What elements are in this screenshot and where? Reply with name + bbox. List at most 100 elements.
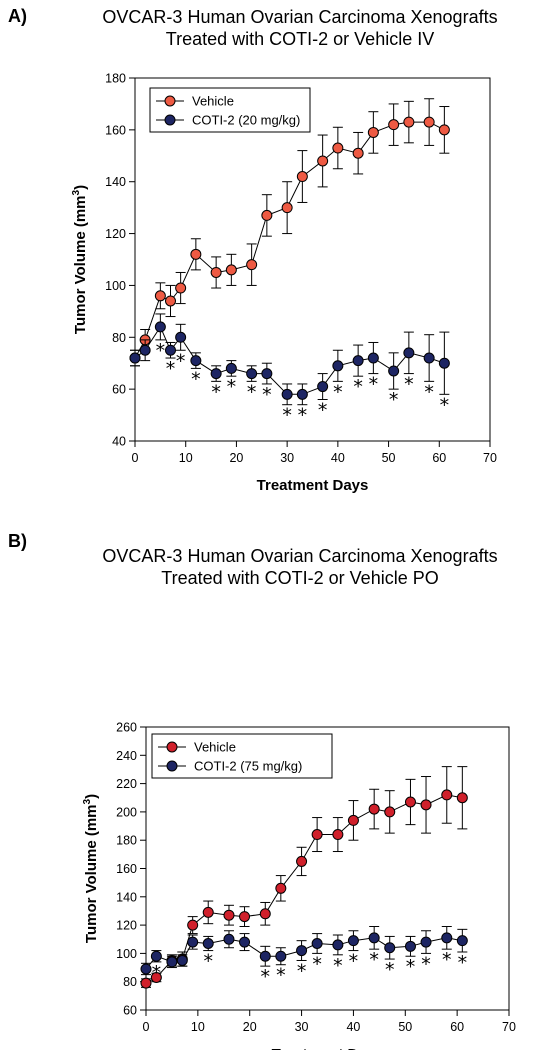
data-point [187,936,199,948]
y-axis-label-sup: 3 [82,798,93,804]
legend: Vehicle COTI-2 (75 mg/kg) [151,733,333,779]
y-tick-label: 40 [112,435,126,449]
data-point [150,971,162,983]
data-point [202,906,214,918]
data-point [384,806,396,818]
data-point [165,295,176,307]
data-point [239,911,251,923]
data-point [420,936,432,948]
data-point [239,936,251,948]
significance-star: * [442,949,452,971]
x-tick-label: 10 [191,1020,205,1034]
y-tick-label: 140 [116,890,137,904]
line-chart: 0 10 20 30 40 50 60 70 40 60 80 100 120 140 160 180 Trea… [71,72,497,495]
significance-star: * [369,374,379,396]
data-point [225,264,237,276]
data-point [368,803,380,815]
data-point [441,932,453,944]
y-tick-label: 160 [105,123,126,137]
x-tick-label: 10 [179,451,193,465]
significance-star: * [166,358,176,380]
significance-star: * [389,389,399,411]
legend-marker [164,95,176,107]
legend-marker [166,741,178,753]
x-tick-label: 20 [243,1020,257,1034]
data-point [456,935,468,947]
significance-star: * [276,965,286,987]
data-point [154,290,166,302]
significance-star: * [227,376,237,398]
legend: Vehicle COTI-2 (20 mg/kg) [149,87,311,133]
data-point [296,388,308,400]
data-point [367,352,379,364]
legend-label: COTI-2 (20 mg/kg) [192,113,300,128]
chart-title-line1: OVCAR-3 Human Ovarian Carcinoma Xenograf… [102,546,498,566]
data-point [129,352,141,364]
significance-star: * [440,394,450,416]
significance-star: * [353,376,363,398]
chart-title-line2: Treated with COTI-2 or Vehicle PO [161,568,439,588]
series-line [134,121,445,359]
plot-frame [134,77,491,442]
y-tick-label: 160 [116,862,137,876]
chart-panel-a: A) OVCAR-3 Human Ovarian Carcinoma Xenog… [8,6,540,495]
significance-star: * [333,955,343,977]
data-point [311,937,323,949]
significance-star: * [156,340,166,362]
x-tick-label: 60 [450,1020,464,1034]
data-point [352,147,364,159]
data-point [296,855,308,867]
significance-star: * [203,951,213,973]
y-axis-label-sup: 3 [71,189,82,195]
data-point [165,344,176,356]
data-point [420,799,432,811]
x-tick-label: 20 [229,451,243,465]
data-point [317,381,329,393]
data-point [332,829,344,841]
data-point [332,142,344,154]
data-point [246,368,258,380]
y-tick-label: 60 [112,383,126,397]
data-point [176,954,188,966]
y-tick-label: 220 [116,777,137,791]
data-point [296,171,308,183]
data-point [261,368,273,380]
x-tick-label: 0 [143,1020,150,1034]
x-axis-label: Treatment Days [257,477,369,494]
data-point [281,388,293,400]
significance-star: * [247,381,257,403]
data-point [438,124,450,136]
data-point [388,365,400,377]
data-point [367,126,379,138]
y-tick-label: 260 [116,721,137,735]
chart-title-line1: OVCAR-3 Human Ovarian Carcinoma Xenograf… [102,7,498,27]
significance-star: * [385,959,395,981]
data-point [404,796,416,808]
x-tick-label: 70 [483,451,497,465]
chart-title: OVCAR-3 Human Ovarian Carcinoma Xenograf… [60,6,540,50]
significance-star: * [152,962,162,984]
data-point [246,259,258,271]
data-point [347,814,359,826]
chart-title: OVCAR-3 Human Ovarian Carcinoma Xenograf… [60,545,540,589]
significance-star: * [333,381,343,403]
x-tick-label: 50 [398,1020,412,1034]
data-point [275,882,287,894]
significance-star: * [349,951,359,973]
x-tick-label: 70 [502,1020,516,1034]
legend-box [149,87,311,133]
y-axis-label-end: ) [72,185,89,190]
x-tick-label: 50 [382,451,396,465]
panel-label: A) [8,6,27,26]
significance-star: * [211,381,221,403]
x-tick-label: 30 [280,451,294,465]
data-point [190,355,202,367]
significance-star: * [176,350,186,372]
data-point [154,321,166,333]
chart-title-line2: Treated with COTI-2 or Vehicle IV [165,29,435,49]
data-point [441,789,453,801]
significance-star: * [369,949,379,971]
data-point [261,209,273,221]
y-tick-label: 80 [112,331,126,345]
y-axis-label-end: ) [83,794,100,799]
